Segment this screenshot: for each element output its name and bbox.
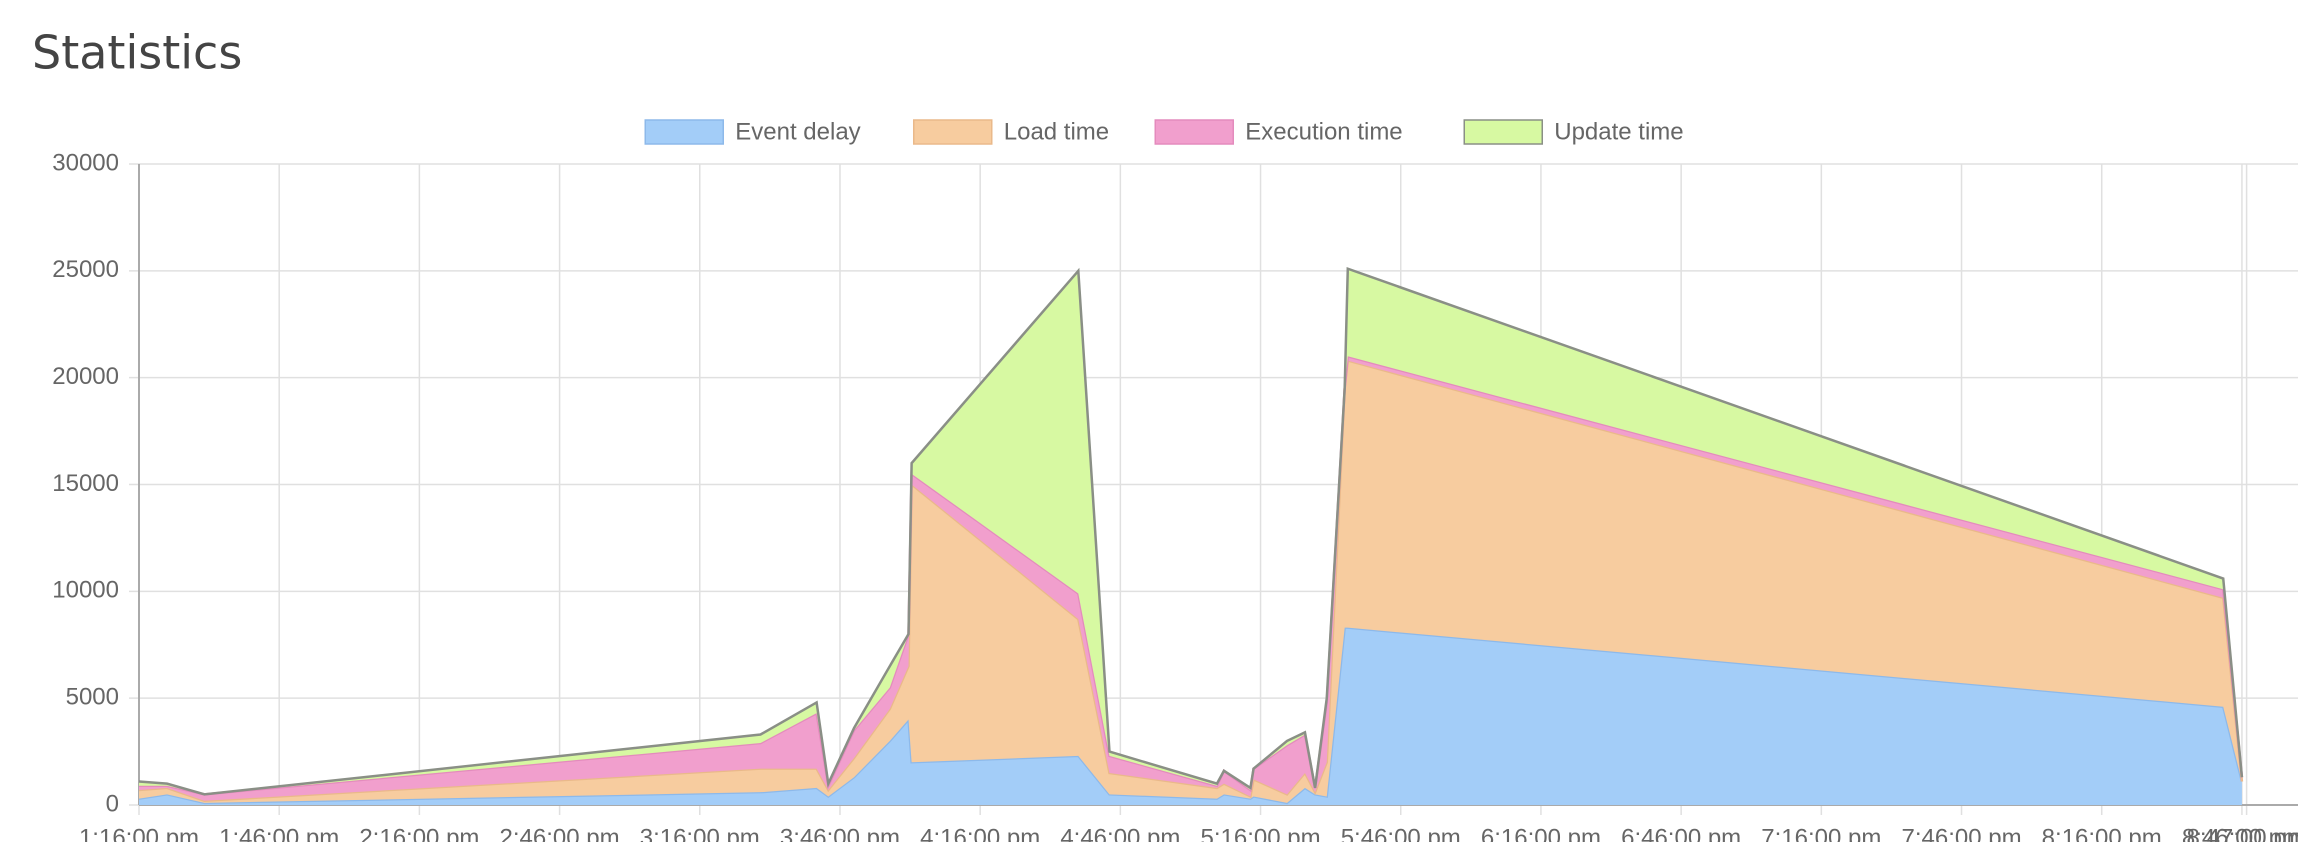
x-tick-label: 6:46:00 pm [1621, 824, 1741, 842]
legend: Event delay Load time Execution time Update… [644, 118, 1684, 145]
x-tick-label: 1:16:00 pm [79, 824, 199, 842]
y-tick-label: 0 [106, 790, 119, 817]
x-tick-label: 7:46:00 pm [1901, 824, 2021, 842]
x-tick-label: 4:16:00 pm [920, 824, 1040, 842]
y-tick-label: 30000 [52, 149, 119, 176]
legend-swatch [913, 119, 993, 145]
x-tick-label: 7:16:00 pm [1761, 824, 1881, 842]
x-tick-label: 8:47:00 pm [2187, 824, 2298, 842]
legend-label: Execution time [1245, 118, 1402, 145]
x-tick-label: 4:46:00 pm [1060, 824, 1180, 842]
x-tick-label: 2:16:00 pm [359, 824, 479, 842]
legend-label: Update time [1554, 118, 1683, 145]
chart-title: Statistics [32, 26, 242, 80]
y-tick-label: 5000 [66, 684, 119, 711]
area [139, 360, 2242, 803]
legend-label: Load time [1004, 118, 1109, 145]
y-tick-label: 25000 [52, 256, 119, 283]
x-tick-label: 5:16:00 pm [1201, 824, 1321, 842]
legend-label: Event delay [735, 118, 860, 145]
legend-swatch [644, 119, 724, 145]
y-tick-label: 10000 [52, 577, 119, 604]
x-tick-label: 3:16:00 pm [640, 824, 760, 842]
legend-swatch [1154, 119, 1234, 145]
x-tick-label: 6:16:00 pm [1481, 824, 1601, 842]
area-line [138, 266, 2244, 796]
x-tick-label: 5:46:00 pm [1341, 824, 1461, 842]
x-tick-label: 8:46:00 pm [2182, 824, 2298, 842]
x-tick-label: 1:46:00 pm [219, 824, 339, 842]
x-tick-label: 8:16:00 pm [2042, 824, 2162, 842]
x-tick-label: 2:46:00 pm [500, 824, 620, 842]
y-tick-label: 15000 [52, 470, 119, 497]
area [139, 627, 2242, 805]
y-tick-label: 20000 [52, 363, 119, 390]
legend-swatch [1463, 119, 1543, 145]
x-tick-label: 3:46:00 pm [780, 824, 900, 842]
